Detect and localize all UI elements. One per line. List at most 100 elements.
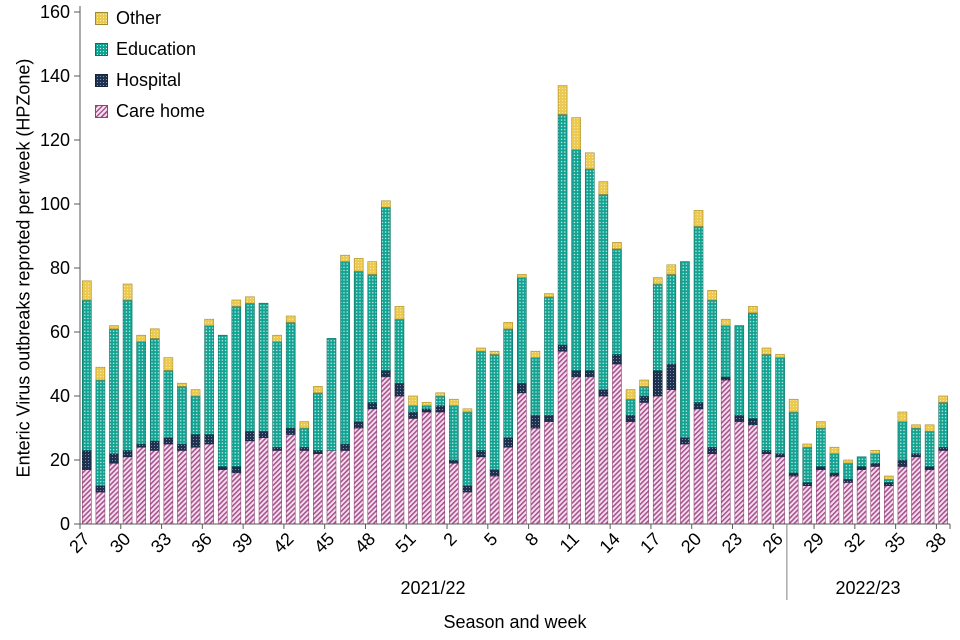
bar-segment	[693, 210, 704, 227]
bar-segment	[829, 472, 840, 477]
bar-segment	[639, 379, 649, 387]
bar-segment	[897, 459, 908, 467]
x-tick-label: 39	[228, 529, 256, 557]
bar-segment	[421, 405, 432, 410]
bar-segment	[82, 450, 92, 470]
bar-segment	[449, 405, 459, 461]
bar-segment	[598, 181, 609, 195]
bar-segment	[639, 386, 649, 397]
bar-segment	[516, 392, 527, 525]
bar-segment	[503, 328, 514, 438]
bar-segment	[666, 363, 677, 390]
legend-label-hospital: Hospital	[116, 70, 182, 90]
legend-swatch-other-icon	[95, 12, 108, 25]
bar-segment	[381, 376, 391, 525]
bar-segment	[938, 395, 949, 403]
bar-segment	[734, 414, 745, 422]
legend-swatch-education-icon	[95, 43, 108, 56]
bar-segment	[163, 437, 174, 445]
bar-segment	[149, 328, 160, 339]
bar-segment	[353, 421, 364, 429]
bar-segment	[911, 427, 921, 454]
bar-segment	[476, 350, 486, 451]
bar-segment	[204, 443, 214, 525]
legend-item-education: Education	[95, 39, 205, 60]
bar-segment	[775, 453, 785, 458]
x-tick-label: 32	[840, 529, 868, 557]
x-tick-label: 11	[556, 529, 583, 556]
bar-segment	[489, 350, 500, 355]
legend-swatch-care-home-icon	[95, 105, 108, 118]
bar-segment	[204, 325, 214, 435]
bar-segment	[612, 242, 622, 250]
bar-segment	[394, 306, 405, 320]
bar-segment	[177, 386, 187, 445]
bar-segment	[122, 283, 133, 301]
x-tick-label: 17	[636, 529, 664, 557]
bar-segment	[245, 296, 255, 304]
bar-segment	[639, 402, 649, 525]
bar-segment	[95, 491, 106, 525]
bar-segment	[367, 261, 378, 275]
bar-segment	[367, 274, 378, 403]
bar-segment	[122, 450, 133, 458]
bar-segment	[177, 382, 187, 387]
bar-segment	[285, 322, 296, 429]
legend-label-other: Other	[116, 8, 162, 28]
bar-segment	[516, 277, 527, 384]
bar-segment	[720, 325, 731, 378]
bar-segment	[231, 472, 242, 525]
y-tick-label: 40	[50, 386, 70, 406]
y-tick-label: 20	[50, 450, 70, 470]
x-tick-label: 33	[147, 529, 175, 557]
bar-segment	[897, 466, 908, 525]
bar-segment	[884, 478, 894, 483]
bar-segment	[421, 402, 432, 406]
bar-segment	[911, 424, 921, 429]
bar-segment	[516, 382, 527, 394]
bar-segment	[761, 347, 772, 355]
bar-segment	[272, 341, 282, 448]
x-tick-label: 20	[677, 529, 705, 557]
bar-segment	[557, 85, 568, 115]
x-tick-label: 26	[759, 529, 787, 557]
bar-segment	[557, 114, 568, 346]
y-tick-label: 0	[60, 514, 70, 534]
bar-segment	[421, 411, 432, 525]
legend-item-hospital: Hospital	[95, 70, 205, 91]
legend-label-care-home: Care home	[116, 101, 206, 121]
bar-segment	[109, 328, 119, 454]
bar-segment	[204, 318, 214, 326]
bar-segment	[625, 389, 636, 400]
bar-segment	[149, 450, 160, 525]
bar-segment	[748, 418, 758, 426]
bar-segment	[245, 430, 255, 442]
bar-segment	[598, 389, 609, 397]
bar-segment	[408, 418, 418, 525]
bar-segment	[612, 363, 622, 525]
bar-segment	[544, 421, 554, 525]
x-tick-label: 42	[269, 529, 297, 557]
bar-segment	[761, 450, 772, 454]
bar-segment	[381, 370, 391, 378]
bar-segment	[748, 306, 758, 314]
bar-segment	[924, 430, 935, 467]
bar-segment	[584, 370, 595, 378]
bar-segment	[625, 414, 636, 422]
bar-segment	[843, 478, 853, 483]
bar-segment	[245, 440, 255, 525]
bar-segment	[149, 440, 160, 451]
bar-segment	[843, 482, 853, 525]
bar-segment	[856, 469, 867, 525]
bar-segment	[353, 258, 364, 272]
bar-segment	[503, 446, 514, 525]
bar-segment	[788, 472, 799, 477]
bar-segment	[571, 376, 581, 525]
bar-segment	[313, 392, 323, 451]
bar-segment	[204, 434, 214, 445]
bar-segment	[122, 299, 133, 451]
bar-segment	[435, 405, 446, 413]
bar-segment	[612, 248, 622, 355]
bar-segment	[884, 485, 894, 525]
